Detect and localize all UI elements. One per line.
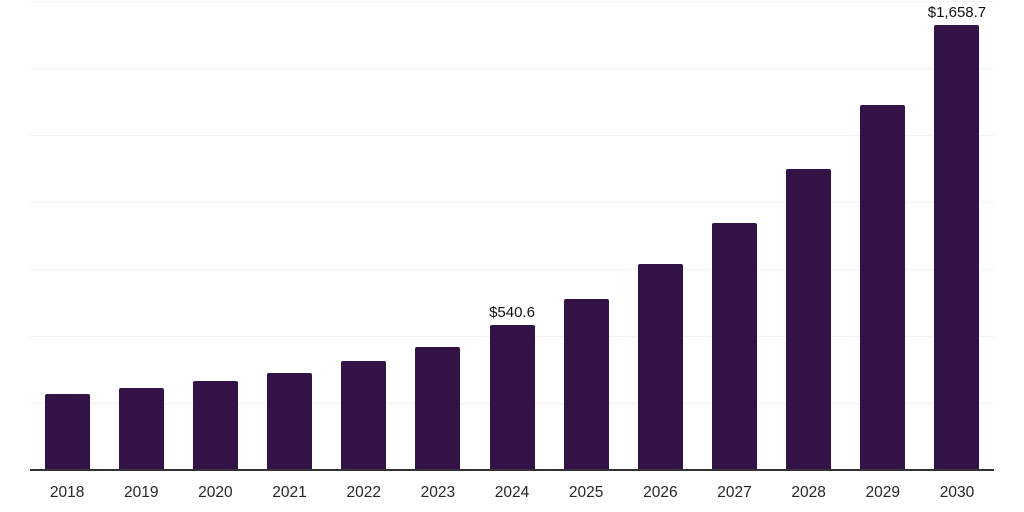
bar-slot-2021 [252,1,326,470]
gridline-1500 [30,68,994,69]
bar-2026 [637,264,683,470]
bar-2022 [341,360,387,470]
x-tick-label-2029: 2029 [865,484,901,501]
x-tick-label-2020: 2020 [198,484,233,501]
x-tick-label-2026: 2026 [643,484,678,501]
gridline-750 [30,269,994,270]
bar-2019 [118,388,164,470]
x-tick-label-2030: 2030 [939,484,975,501]
x-tick-label-2019: 2019 [123,484,159,501]
bar-2020 [192,381,238,470]
x-axis-line [30,469,994,471]
x-tick-label-2027: 2027 [717,484,752,501]
bar-slot-2027 [697,1,771,470]
x-tick-label-2025: 2025 [568,484,604,501]
bar-slot-2029 [846,1,920,470]
bar-2021 [267,372,313,470]
x-tick-label-2028: 2028 [791,484,826,501]
bar-slot-2026 [623,1,697,470]
value-label-2024: $540.6 [489,304,535,322]
x-tick-label-2024: 2024 [494,484,530,501]
bar-2025 [563,298,609,470]
bar-2023 [415,346,461,470]
bar-slot-2023 [401,1,475,470]
gridline-1750 [30,1,994,2]
bar-slot-2018 [30,1,104,470]
x-tick-label-2018: 2018 [49,484,85,501]
bar-2018 [44,394,90,470]
x-tick-label-2022: 2022 [346,484,381,501]
bar-2027 [711,223,757,470]
bar-2024 [489,325,535,470]
bar-slot-2030: $1,658.7 [920,1,994,470]
gridline-1000 [30,202,994,203]
x-axis: 2018 2019 2020 2021 2022 2023 2024 2025 2026 2027… [30,471,994,502]
bar-slot-2025 [549,1,623,470]
bar-slot-2024: $540.6 [475,1,549,470]
bar-2028 [786,169,832,470]
bar-2030 [934,25,980,470]
bar-slot-2019 [104,1,178,470]
bar-slot-2028 [772,1,846,470]
value-label-2030: $1,658.7 [927,4,987,22]
bar-2029 [860,105,906,470]
x-tick-label-2023: 2023 [420,484,456,501]
gridline-1250 [30,135,994,136]
x-tick-label-2021: 2021 [272,484,307,501]
bar-slot-2020 [178,1,252,470]
bar-slot-2022 [327,1,401,470]
plot-area: $540.6 $1,658.7 [30,1,994,470]
